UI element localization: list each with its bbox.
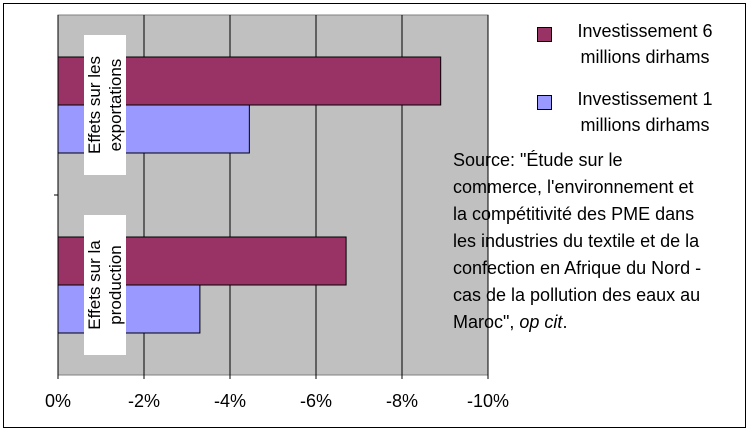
legend-swatch (537, 95, 552, 110)
annotation-line: commerce, l'environnement et (453, 177, 694, 197)
annotation-part: Maroc", (453, 312, 520, 332)
annotation-line: Source: "Étude sur le (453, 150, 623, 170)
x-tick-label: -8% (386, 391, 418, 411)
x-tick-label: -6% (300, 391, 332, 411)
bar (57, 284, 201, 334)
x-tick-label: -4% (214, 391, 246, 411)
annotation-line: la compétitivité des PME dans (453, 204, 695, 224)
annotation-line: les industries du textile et de la (453, 231, 700, 251)
category-label: Effets sur les exportations (84, 35, 126, 175)
x-tick-label: -10% (467, 391, 509, 411)
legend-swatch (537, 27, 552, 42)
x-tick-label: -2% (128, 391, 160, 411)
annotation: Source: "Étude sur le commerce, l'environ… (453, 147, 701, 336)
annotation-part: . (562, 312, 568, 332)
legend-label: Investissement 6 millions dirhams (577, 21, 713, 67)
x-tick-label: 0% (45, 391, 71, 411)
category-label: Effets sur la production (84, 215, 126, 355)
annotation-line: confection en Afrique du Nord - (453, 258, 702, 278)
annotation-line: cas de la pollution des eaux au (453, 285, 701, 305)
annotation-line: Maroc", op cit. (453, 309, 701, 336)
annotation-part: op cit (519, 312, 563, 332)
chart-border (3, 3, 746, 428)
legend-label: Investissement 1 millions dirhams (577, 89, 713, 135)
